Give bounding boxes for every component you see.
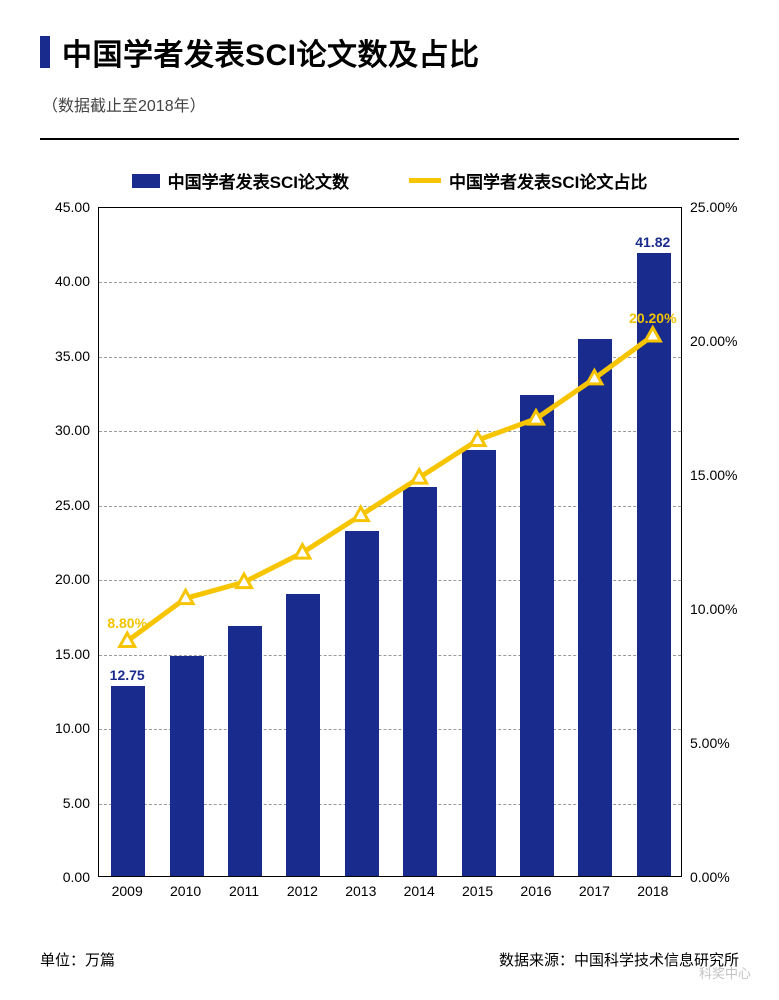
legend-line-item: 中国学者发表SCI论文占比 <box>409 168 647 193</box>
pct-label: 20.20% <box>629 310 676 326</box>
y-right-tick: 25.00% <box>690 199 737 215</box>
y-left-tick: 0.00 <box>63 869 90 885</box>
line-marker <box>645 328 660 341</box>
y-left-tick: 45.00 <box>55 199 90 215</box>
line-path <box>127 336 653 642</box>
legend-line-label: 中国学者发表SCI论文占比 <box>449 168 647 193</box>
footer: 单位：万篇 数据来源：中国科学技术信息研究所 <box>40 949 739 970</box>
y-left-tick: 5.00 <box>63 795 90 811</box>
pct-label: 8.80% <box>107 615 147 631</box>
line-marker <box>237 574 252 588</box>
chart: 0.00 5.00 10.00 15.00 20.00 25.00 30.00 35.00 40… <box>40 207 740 907</box>
y-left-tick: 35.00 <box>55 348 90 364</box>
subtitle: （数据截止至2018年） <box>42 92 739 116</box>
legend-line-swatch <box>409 178 441 183</box>
y-left-tick: 15.00 <box>55 646 90 662</box>
y-left-tick: 25.00 <box>55 497 90 513</box>
x-tick: 2010 <box>170 883 201 899</box>
divider <box>40 138 739 140</box>
x-tick: 2012 <box>287 883 318 899</box>
title-accent-bar <box>40 36 50 68</box>
y-left-tick: 30.00 <box>55 422 90 438</box>
x-tick: 2011 <box>229 883 259 899</box>
legend-bar-item: 中国学者发表SCI论文数 <box>132 168 349 193</box>
line-marker <box>470 432 485 446</box>
y-right-tick: 20.00% <box>690 333 737 349</box>
bar-value-label: 12.75 <box>110 667 145 683</box>
x-tick: 2013 <box>345 883 376 899</box>
bar-value-label: 41.82 <box>635 234 670 250</box>
unit-label: 单位：万篇 <box>40 949 115 970</box>
line-series <box>98 207 682 877</box>
y-right-tick: 15.00% <box>690 467 737 483</box>
x-tick: 2018 <box>637 883 668 899</box>
x-tick: 2014 <box>404 883 435 899</box>
legend: 中国学者发表SCI论文数 中国学者发表SCI论文占比 <box>40 168 739 193</box>
legend-bar-label: 中国学者发表SCI论文数 <box>168 168 349 193</box>
x-tick: 2016 <box>520 883 551 899</box>
y-left-tick: 20.00 <box>55 571 90 587</box>
x-tick: 2015 <box>462 883 493 899</box>
y-left-tick: 40.00 <box>55 273 90 289</box>
watermark: 科奖中心 <box>699 963 751 982</box>
y-right-tick: 10.00% <box>690 601 737 617</box>
line-marker <box>178 590 193 604</box>
y-right-tick: 0.00% <box>690 869 730 885</box>
title-row: 中国学者发表SCI论文数及占比 <box>40 30 739 74</box>
y-right-tick: 5.00% <box>690 735 730 751</box>
page-title: 中国学者发表SCI论文数及占比 <box>62 30 480 74</box>
x-tick: 2017 <box>579 883 610 899</box>
y-left-tick: 10.00 <box>55 720 90 736</box>
legend-bar-swatch <box>132 174 160 188</box>
x-tick: 2009 <box>112 883 143 899</box>
